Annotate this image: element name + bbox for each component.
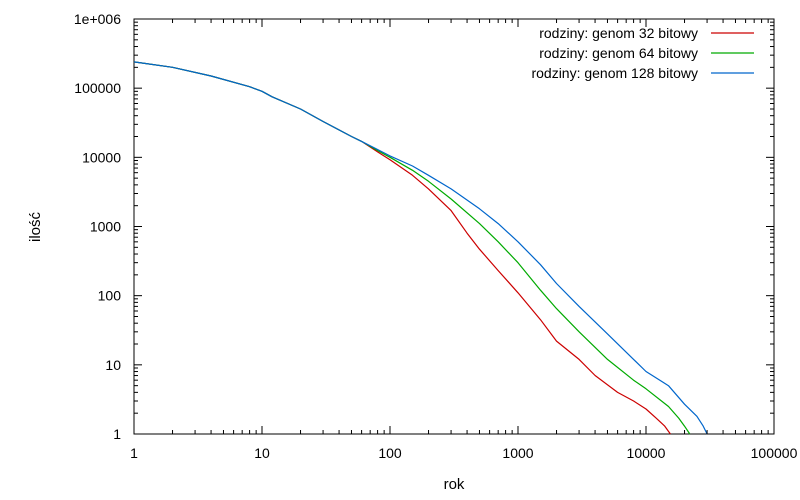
legend-label-3: rodziny: genom 128 bitowy — [531, 65, 698, 81]
x-tick-label: 1 — [130, 445, 138, 461]
legend-label-1: rodziny: genom 32 bitowy — [539, 25, 698, 41]
series-line-1 — [133, 61, 671, 435]
x-tick-label: 10 — [254, 445, 270, 461]
x-tick-label: 1000 — [502, 445, 533, 461]
legend: rodziny: genom 32 bitowy rodziny: genom 6… — [531, 25, 754, 81]
y-tick-label: 100 — [98, 288, 122, 304]
series-line-2 — [133, 61, 691, 435]
x-tick-label: 10000 — [627, 445, 666, 461]
y-tick-label: 1 — [113, 426, 121, 442]
x-tick-label: 100000 — [751, 445, 798, 461]
y-tick-label: 1e+006 — [74, 11, 121, 27]
series-group — [133, 61, 708, 435]
y-axis-label: ilość — [27, 212, 44, 243]
x-axis-label: rok — [444, 476, 465, 493]
legend-label-2: rodziny: genom 64 bitowy — [539, 45, 698, 61]
x-axis-ticks: 1 10 100 1000 10000 100000 — [130, 19, 798, 461]
y-axis-ticks: 1 10 100 1000 10000 100000 1e+006 — [74, 11, 774, 442]
y-tick-label: 100000 — [74, 80, 121, 96]
y-tick-label: 10000 — [82, 149, 121, 165]
series-line-3 — [133, 61, 708, 435]
y-tick-label: 1000 — [90, 219, 121, 235]
y-tick-label: 10 — [105, 357, 121, 373]
x-tick-label: 100 — [378, 445, 402, 461]
